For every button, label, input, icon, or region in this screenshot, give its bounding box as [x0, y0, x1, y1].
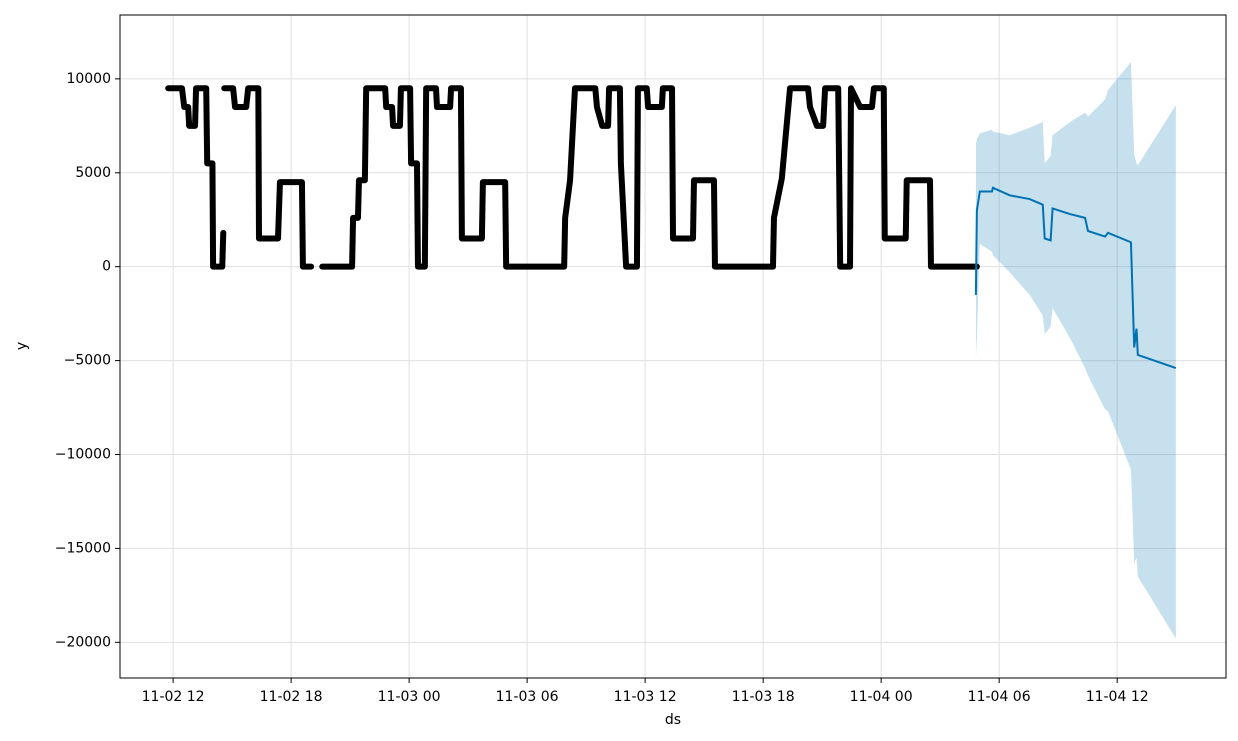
y-tick-label: 5000	[75, 165, 111, 181]
plot-frame	[119, 14, 1227, 679]
forecast-line	[974, 186, 1177, 370]
x-tick-label: 11-02 18	[260, 689, 323, 705]
observed-line	[165, 85, 980, 270]
y-tick-label: −10000	[55, 446, 111, 462]
x-tick-label: 11-03 06	[496, 689, 559, 705]
y-axis-label: y	[14, 342, 30, 350]
y-tick-label: −20000	[55, 634, 111, 650]
x-axis-label: ds	[665, 712, 681, 728]
x-tick-label: 11-03 12	[614, 689, 677, 705]
uncertainty-band	[975, 61, 1176, 639]
y-tick-label: −5000	[64, 353, 111, 369]
x-tick-label: 11-03 00	[378, 689, 441, 705]
x-tick-label: 11-04 00	[850, 689, 913, 705]
x-tick-label: 11-03 18	[732, 689, 795, 705]
x-tick-label: 11-04 06	[968, 689, 1031, 705]
y-tick-label: 0	[102, 259, 111, 275]
y-tick-label: −15000	[55, 540, 111, 556]
x-tick-label: 11-02 12	[142, 689, 205, 705]
x-tick-label: 11-04 12	[1086, 689, 1149, 705]
y-tick-label: 10000	[66, 71, 111, 87]
